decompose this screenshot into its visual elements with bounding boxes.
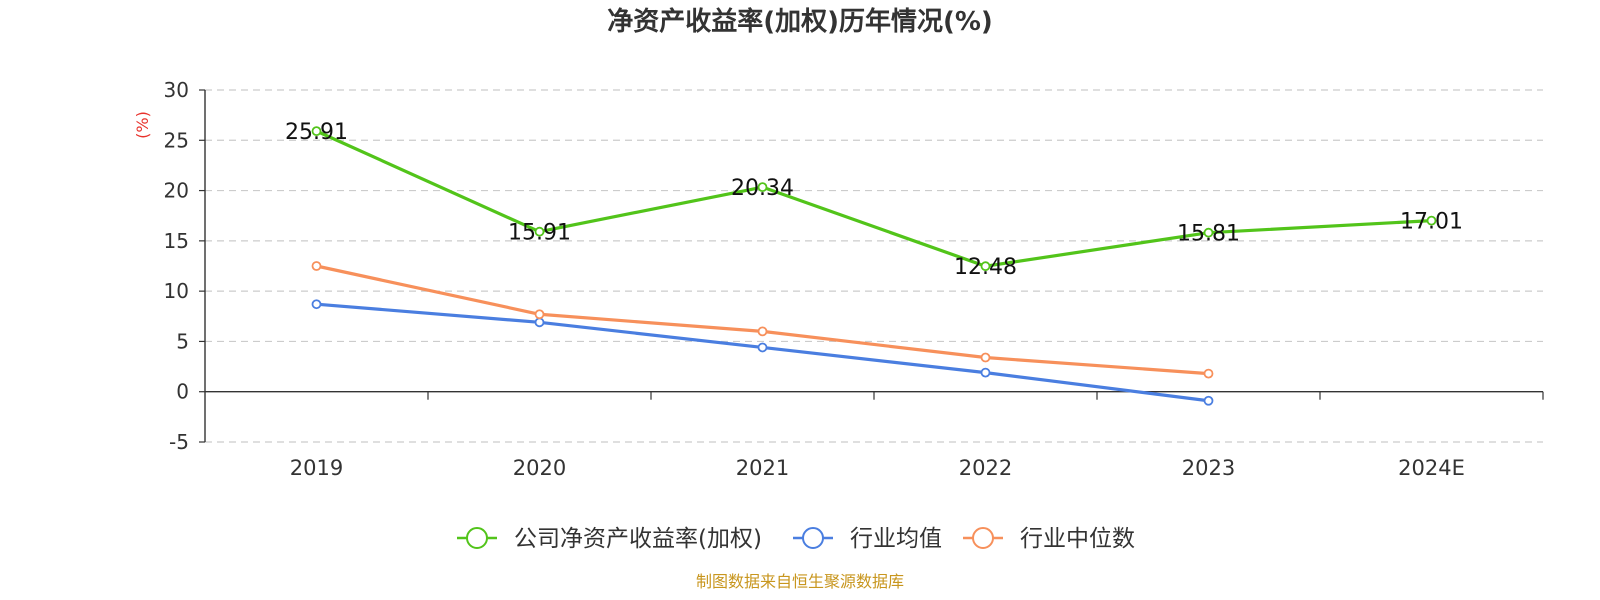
data-label: 15.81 <box>1177 222 1240 247</box>
x-tick-label: 2024E <box>1398 456 1465 480</box>
data-label: 17.01 <box>1400 210 1463 235</box>
series-line <box>315 129 1432 268</box>
series-points <box>311 126 1437 406</box>
x-tick-label: 2022 <box>959 456 1012 480</box>
data-point <box>1203 395 1214 406</box>
legend[interactable]: 公司净资产收益率(加权) 行业均值 行业中位数 <box>457 526 1135 552</box>
y-axis-label: (%) <box>133 111 152 139</box>
data-point <box>757 326 768 337</box>
data-point <box>980 261 991 272</box>
data-point <box>311 261 322 271</box>
x-tick-label: 2023 <box>1182 456 1235 480</box>
data-point <box>534 226 545 237</box>
y-tick-label: 10 <box>164 279 189 303</box>
axes <box>199 89 1544 443</box>
y-tick-label: 30 <box>164 78 189 102</box>
data-label: 12.48 <box>954 255 1017 280</box>
data-point <box>1203 368 1214 379</box>
x-tick-label: 2019 <box>290 456 343 480</box>
legend-item[interactable]: 行业均值 <box>793 526 942 552</box>
legend-label: 公司净资产收益率(加权) <box>514 526 762 552</box>
data-point <box>980 352 991 363</box>
y-tick-label: 15 <box>164 229 189 253</box>
data-point <box>311 126 322 137</box>
data-point <box>311 299 322 310</box>
series-line <box>316 302 1209 403</box>
y-tick-labels: 30 25 20 15 10 5 0 -5 <box>164 78 189 454</box>
legend-item[interactable]: 公司净资产收益率(加权) <box>457 526 762 552</box>
data-point <box>1426 215 1437 226</box>
data-point <box>757 342 768 353</box>
data-point <box>534 309 545 320</box>
data-label: 25.91 <box>285 120 348 145</box>
x-tick-label: 2021 <box>736 456 789 480</box>
data-point <box>757 182 768 193</box>
y-tick-label: -5 <box>169 430 189 454</box>
data-point <box>980 367 991 378</box>
x-tick-labels: 2019 2020 2021 2022 2023 2024E <box>290 456 1465 480</box>
legend-marker-icon <box>802 527 824 549</box>
legend-marker-icon <box>972 527 994 549</box>
data-labels: 25.91 15.91 20.34 12.48 15.81 17.01 <box>285 120 1463 280</box>
series-lines <box>315 129 1432 403</box>
data-point <box>534 317 545 328</box>
series-line <box>316 264 1209 376</box>
legend-item[interactable]: 行业中位数 <box>963 526 1135 552</box>
source-note: 制图数据来自恒生聚源数据库 <box>696 572 904 591</box>
legend-label: 行业中位数 <box>1020 526 1135 552</box>
data-label: 20.34 <box>731 176 794 201</box>
legend-marker-icon <box>466 527 488 549</box>
y-tick-label: 5 <box>176 329 189 353</box>
x-tick-label: 2020 <box>513 456 566 480</box>
grid-lines <box>205 89 1543 443</box>
legend-label: 行业均值 <box>850 526 942 552</box>
chart-title: 净资产收益率(加权)历年情况(%) <box>607 6 993 37</box>
y-tick-label: 0 <box>176 380 189 404</box>
data-point <box>1203 227 1214 238</box>
data-label: 15.91 <box>508 221 571 246</box>
y-tick-label: 20 <box>164 179 189 203</box>
y-tick-label: 25 <box>164 128 189 152</box>
